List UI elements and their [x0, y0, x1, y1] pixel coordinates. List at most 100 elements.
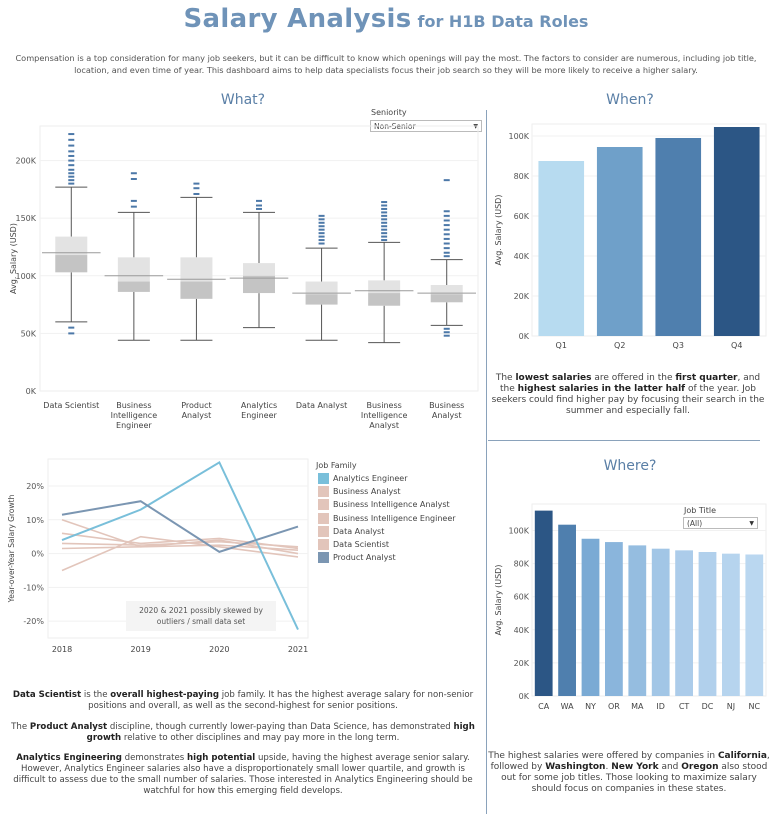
- jobtitle-value: (All): [687, 519, 703, 528]
- outlier-mark: [443, 327, 450, 330]
- legend-label: Data Analyst: [333, 526, 385, 536]
- legend-item[interactable]: Business Intelligence Engineer: [318, 512, 456, 524]
- box-upper-quartile: [368, 280, 401, 294]
- dashboard-title: Salary Analysis for H1B Data Roles: [0, 4, 772, 34]
- jobtitle-dropdown[interactable]: (All) ▼: [683, 517, 758, 529]
- y-tick-label: 80K: [514, 172, 530, 181]
- insight-paragraph-2: The Product Analyst discipline, though c…: [6, 722, 480, 744]
- outlier-mark: [443, 228, 450, 231]
- outlier-mark: [130, 172, 137, 175]
- outlier-mark: [318, 214, 325, 217]
- growth-line-chart: -20% -10% 0% 10% 20% Year-over-Year Salary Gr…: [7, 458, 309, 654]
- y-tick-label: 0K: [519, 332, 530, 341]
- y-tick-label: 40K: [514, 626, 530, 635]
- legend-title: Job Family: [316, 461, 357, 470]
- box-lower-quartile: [55, 255, 88, 273]
- outlier-mark: [443, 251, 450, 254]
- outlier-mark: [318, 218, 325, 221]
- seniority-label: Seniority: [371, 108, 407, 117]
- page-subtitle: for H1B Data Roles: [417, 12, 589, 31]
- box-lower-quartile: [180, 281, 213, 299]
- box-lower-quartile: [243, 275, 275, 294]
- plot-area: [39, 125, 479, 392]
- bar-or: [605, 542, 623, 696]
- series-line-data-analyst: [61, 532, 299, 550]
- salary-boxplot-chart: 0K 50K 100K 150K 200K Avg. Salary (USD) Data S…: [9, 125, 479, 430]
- box-upper-quartile: [430, 285, 463, 295]
- bar-nc: [745, 554, 764, 696]
- annotation-text: outliers / small data set: [157, 617, 246, 626]
- outlier-mark: [443, 334, 450, 337]
- outlier-mark: [318, 225, 325, 228]
- jobtitle-label: Job Title: [684, 506, 717, 515]
- legend-swatch: [318, 473, 329, 484]
- x-tick-label: WA: [561, 702, 574, 711]
- outlier-mark: [318, 232, 325, 235]
- outlier-mark: [318, 239, 325, 242]
- outlier-mark: [443, 237, 450, 240]
- x-tick-label: Q1: [556, 341, 567, 350]
- legend-item[interactable]: Business Analyst: [318, 486, 401, 498]
- box-upper-quartile: [180, 257, 213, 282]
- y-tick-label: 100K: [15, 272, 36, 281]
- series-line-business-intelligence-engineer: [61, 535, 299, 572]
- x-tick-label: Product Analyst: [181, 401, 211, 420]
- legend-label: Data Scientist: [333, 540, 389, 549]
- x-tick-label: OR: [608, 702, 620, 711]
- outlier-mark: [443, 224, 450, 227]
- legend-label: Product Analyst: [333, 553, 396, 563]
- quarter-bar-chart: 0K 20K 40K 60K 80K 100K Avg. Salary (USD) Q1 Q2 Q…: [494, 123, 767, 350]
- chevron-down-icon: ▼: [749, 520, 754, 527]
- y-tick-label: 60K: [514, 593, 530, 602]
- outlier-mark: [193, 187, 200, 190]
- box-upper-quartile: [117, 257, 150, 282]
- outlier-mark: [193, 192, 200, 195]
- legend-item[interactable]: Product Analyst: [318, 552, 396, 564]
- outlier-mark: [443, 233, 450, 236]
- legend-swatch: [318, 525, 329, 537]
- where-text: The highest salaries were offered by com…: [488, 751, 770, 794]
- y-tick-label: 0%: [31, 550, 44, 559]
- y-tick-label: 20K: [514, 659, 530, 668]
- box-upper-quartile: [243, 263, 275, 276]
- x-tick-label: 2020: [209, 645, 229, 654]
- when-paragraph: The lowest salaries are offered in the f…: [490, 373, 766, 417]
- y-tick-label: 150K: [15, 214, 36, 223]
- x-tick-label: NJ: [727, 702, 735, 711]
- legend-label: Business Intelligence Engineer: [333, 513, 456, 523]
- outlier-mark: [68, 182, 75, 185]
- insight-text-3: Analytics Engineering demonstrates high …: [13, 753, 473, 796]
- series-line-data-scientist: [61, 544, 299, 551]
- page-title: Salary Analysis: [183, 4, 412, 34]
- legend-item[interactable]: Analytics Engineer: [318, 473, 408, 484]
- vertical-divider: [486, 110, 487, 814]
- where-paragraph: The highest salaries were offered by com…: [488, 751, 770, 795]
- box-lower-quartile: [430, 294, 463, 303]
- outlier-mark: [68, 159, 75, 162]
- y-tick-label: 0K: [519, 692, 530, 701]
- box-lower-quartile: [305, 294, 338, 305]
- outlier-mark: [318, 242, 325, 245]
- outlier-mark: [381, 239, 388, 242]
- x-tick-label: CA: [538, 702, 550, 711]
- x-tick-label: 2019: [130, 645, 150, 654]
- outlier-mark: [443, 247, 450, 250]
- x-tick-label: DC: [702, 702, 714, 711]
- y-tick-label: 20%: [26, 482, 44, 491]
- legend-item[interactable]: Data Scientist: [318, 539, 389, 550]
- outlier-mark: [68, 144, 75, 147]
- outlier-mark: [130, 178, 137, 180]
- y-tick-label: 100K: [508, 132, 529, 141]
- legend-label: Business Intelligence Analyst: [333, 500, 450, 510]
- x-tick-label: Business Intelligence Engineer: [111, 401, 158, 430]
- legend-item[interactable]: Business Intelligence Analyst: [318, 499, 450, 511]
- y-tick-label: 20K: [514, 292, 530, 301]
- legend-item[interactable]: Data Analyst: [318, 525, 385, 537]
- outlier-mark: [68, 326, 75, 329]
- x-tick-label: Q4: [731, 341, 742, 350]
- insight-paragraph-1: Data Scientist is the overall highest-pa…: [6, 690, 480, 712]
- legend-swatch: [318, 499, 329, 511]
- bar-ct: [675, 550, 693, 696]
- box-upper-quartile: [305, 281, 338, 295]
- bar-ca: [534, 510, 553, 696]
